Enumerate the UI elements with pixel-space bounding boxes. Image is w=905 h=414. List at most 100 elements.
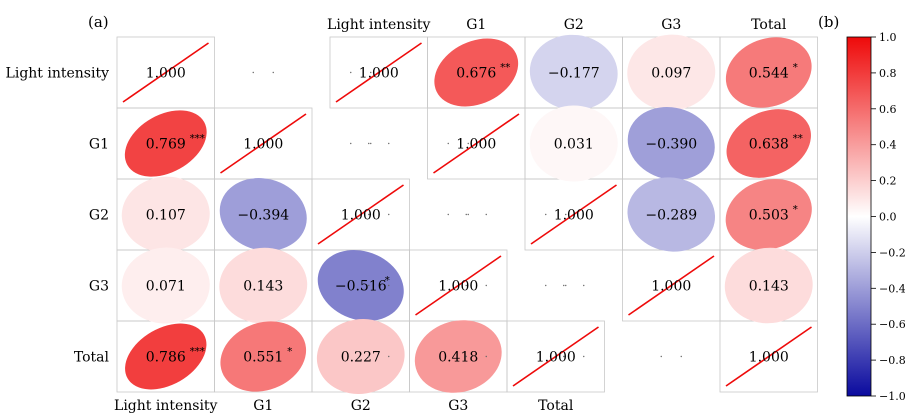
diagonal-line bbox=[433, 113, 520, 174]
lower-cell-4-2: 0.227 bbox=[316, 319, 405, 394]
correlation-value-label: −0.516 bbox=[335, 279, 387, 295]
empty-dot bbox=[565, 284, 567, 287]
upper-cell-3-3: 1.000 bbox=[628, 255, 715, 316]
empty-dot bbox=[563, 355, 565, 358]
grid-cell-border bbox=[506, 320, 605, 393]
correlation-value-label: 0.676 bbox=[456, 66, 496, 82]
lower-cell-3-1: 0.143 bbox=[219, 247, 308, 324]
correlation-value-label: −0.177 bbox=[548, 66, 600, 82]
correlation-ellipse bbox=[121, 247, 210, 324]
correlation-value-label: 0.097 bbox=[651, 66, 691, 82]
correlation-ellipse bbox=[121, 176, 210, 253]
significance-stars: ** bbox=[500, 63, 510, 74]
upper-column-label: G1 bbox=[466, 17, 486, 33]
correlation-ellipse bbox=[529, 105, 618, 182]
correlation-value-label: 0.638 bbox=[749, 137, 789, 153]
correlation-ellipse bbox=[724, 247, 813, 324]
empty-dot bbox=[485, 284, 487, 287]
empty-dot bbox=[485, 213, 487, 216]
correlation-ellipse bbox=[125, 323, 207, 390]
row-label: G2 bbox=[89, 208, 109, 224]
upper-cell-1-1: 1.000 bbox=[433, 113, 520, 174]
diagonal-line bbox=[335, 42, 422, 103]
correlation-value-label: 0.143 bbox=[749, 279, 789, 295]
correlation-ellipse bbox=[726, 109, 811, 178]
colorbar-tick-label: 0.0 bbox=[879, 211, 897, 224]
lower-cell-3-2: −0.516* bbox=[317, 250, 404, 321]
correlation-ellipse bbox=[317, 250, 404, 321]
empty-dot bbox=[467, 213, 469, 216]
empty-dot bbox=[388, 355, 390, 358]
upper-cell-3-2 bbox=[563, 284, 585, 287]
upper-cell-2-1 bbox=[465, 213, 487, 216]
empty-dot bbox=[680, 355, 682, 358]
lower-cell-2-3 bbox=[447, 213, 469, 216]
diagonal-line bbox=[122, 42, 209, 103]
upper-cell-3-4: 0.143 bbox=[724, 247, 813, 324]
correlation-value-label: 1.000 bbox=[749, 350, 789, 366]
significance-stars: *** bbox=[190, 134, 205, 145]
upper-cell-3-1 bbox=[465, 284, 487, 287]
significance-stars: *** bbox=[190, 347, 205, 358]
upper-cell-2-3: −0.289 bbox=[627, 177, 716, 252]
empty-dot bbox=[370, 71, 372, 74]
upper-triangle-matrix: 1.000 0.676 ** −0.177 0.097 0.544 *1.000 0.031−… bbox=[327, 17, 818, 393]
colorbar-tick-label: −0.6 bbox=[879, 318, 905, 331]
lower-cell-0-2 bbox=[350, 71, 372, 74]
empty-dot bbox=[350, 142, 352, 145]
empty-dot bbox=[368, 355, 370, 358]
significance-stars: * bbox=[385, 276, 390, 287]
upper-cell-0-0: 1.000 bbox=[335, 42, 422, 103]
upper-column-label: G3 bbox=[661, 17, 681, 33]
upper-cell-1-3: −0.390 bbox=[627, 107, 715, 180]
row-label: Light intensity bbox=[6, 66, 110, 82]
correlation-value-label: 0.544 bbox=[749, 66, 789, 82]
empty-dot bbox=[465, 213, 467, 216]
diagonal-line bbox=[317, 184, 404, 245]
empty-dot bbox=[368, 213, 370, 216]
correlation-ellipse bbox=[627, 107, 715, 180]
empty-dot bbox=[583, 355, 585, 358]
correlation-value-label: 1.000 bbox=[146, 66, 186, 82]
colorbar-tick-label: 0.2 bbox=[879, 175, 897, 188]
colorbar-tick-label: −0.4 bbox=[879, 282, 905, 295]
row-label: G1 bbox=[89, 137, 109, 153]
diagonal-line bbox=[220, 113, 307, 174]
correlation-ellipse bbox=[219, 178, 307, 251]
upper-cell-1-0 bbox=[368, 142, 390, 145]
empty-dot bbox=[660, 355, 662, 358]
empty-dot bbox=[388, 284, 390, 287]
significance-stars: * bbox=[793, 205, 798, 216]
correlation-value-label: 0.071 bbox=[146, 279, 186, 295]
column-label: G1 bbox=[253, 398, 273, 414]
significance-stars: ** bbox=[793, 134, 803, 145]
lower-cell-0-0: 1.000 bbox=[122, 42, 209, 103]
diagonal-line bbox=[512, 326, 599, 387]
correlation-value-label: −0.390 bbox=[645, 137, 697, 153]
empty-dot bbox=[447, 142, 449, 145]
upper-cell-0-1: 0.676 ** bbox=[434, 38, 519, 107]
significance-stars: * bbox=[793, 63, 798, 74]
column-label: G3 bbox=[448, 398, 468, 414]
correlation-ellipse bbox=[219, 247, 308, 324]
lower-cell-3-0: 0.071 bbox=[121, 247, 210, 324]
correlation-value-label: 0.227 bbox=[341, 350, 381, 366]
correlation-value-label: 1.000 bbox=[456, 137, 496, 153]
correlation-ellipse bbox=[316, 319, 405, 394]
empty-dot bbox=[545, 213, 547, 216]
empty-dot bbox=[368, 142, 370, 145]
lower-cell-2-0: 0.107 bbox=[121, 176, 210, 253]
correlation-value-label: −0.289 bbox=[645, 208, 697, 224]
empty-dot bbox=[545, 284, 547, 287]
column-label: Total bbox=[538, 398, 574, 414]
empty-dot bbox=[272, 71, 274, 74]
correlation-ellipse bbox=[627, 34, 716, 111]
empty-dot bbox=[447, 213, 449, 216]
colorbar-tick-label: 1.0 bbox=[879, 31, 897, 44]
colorbar-frame bbox=[846, 36, 872, 397]
empty-dot bbox=[563, 284, 565, 287]
upper-cell-2-2: 1.000 bbox=[530, 184, 617, 245]
correlation-value-label: 0.107 bbox=[146, 208, 186, 224]
